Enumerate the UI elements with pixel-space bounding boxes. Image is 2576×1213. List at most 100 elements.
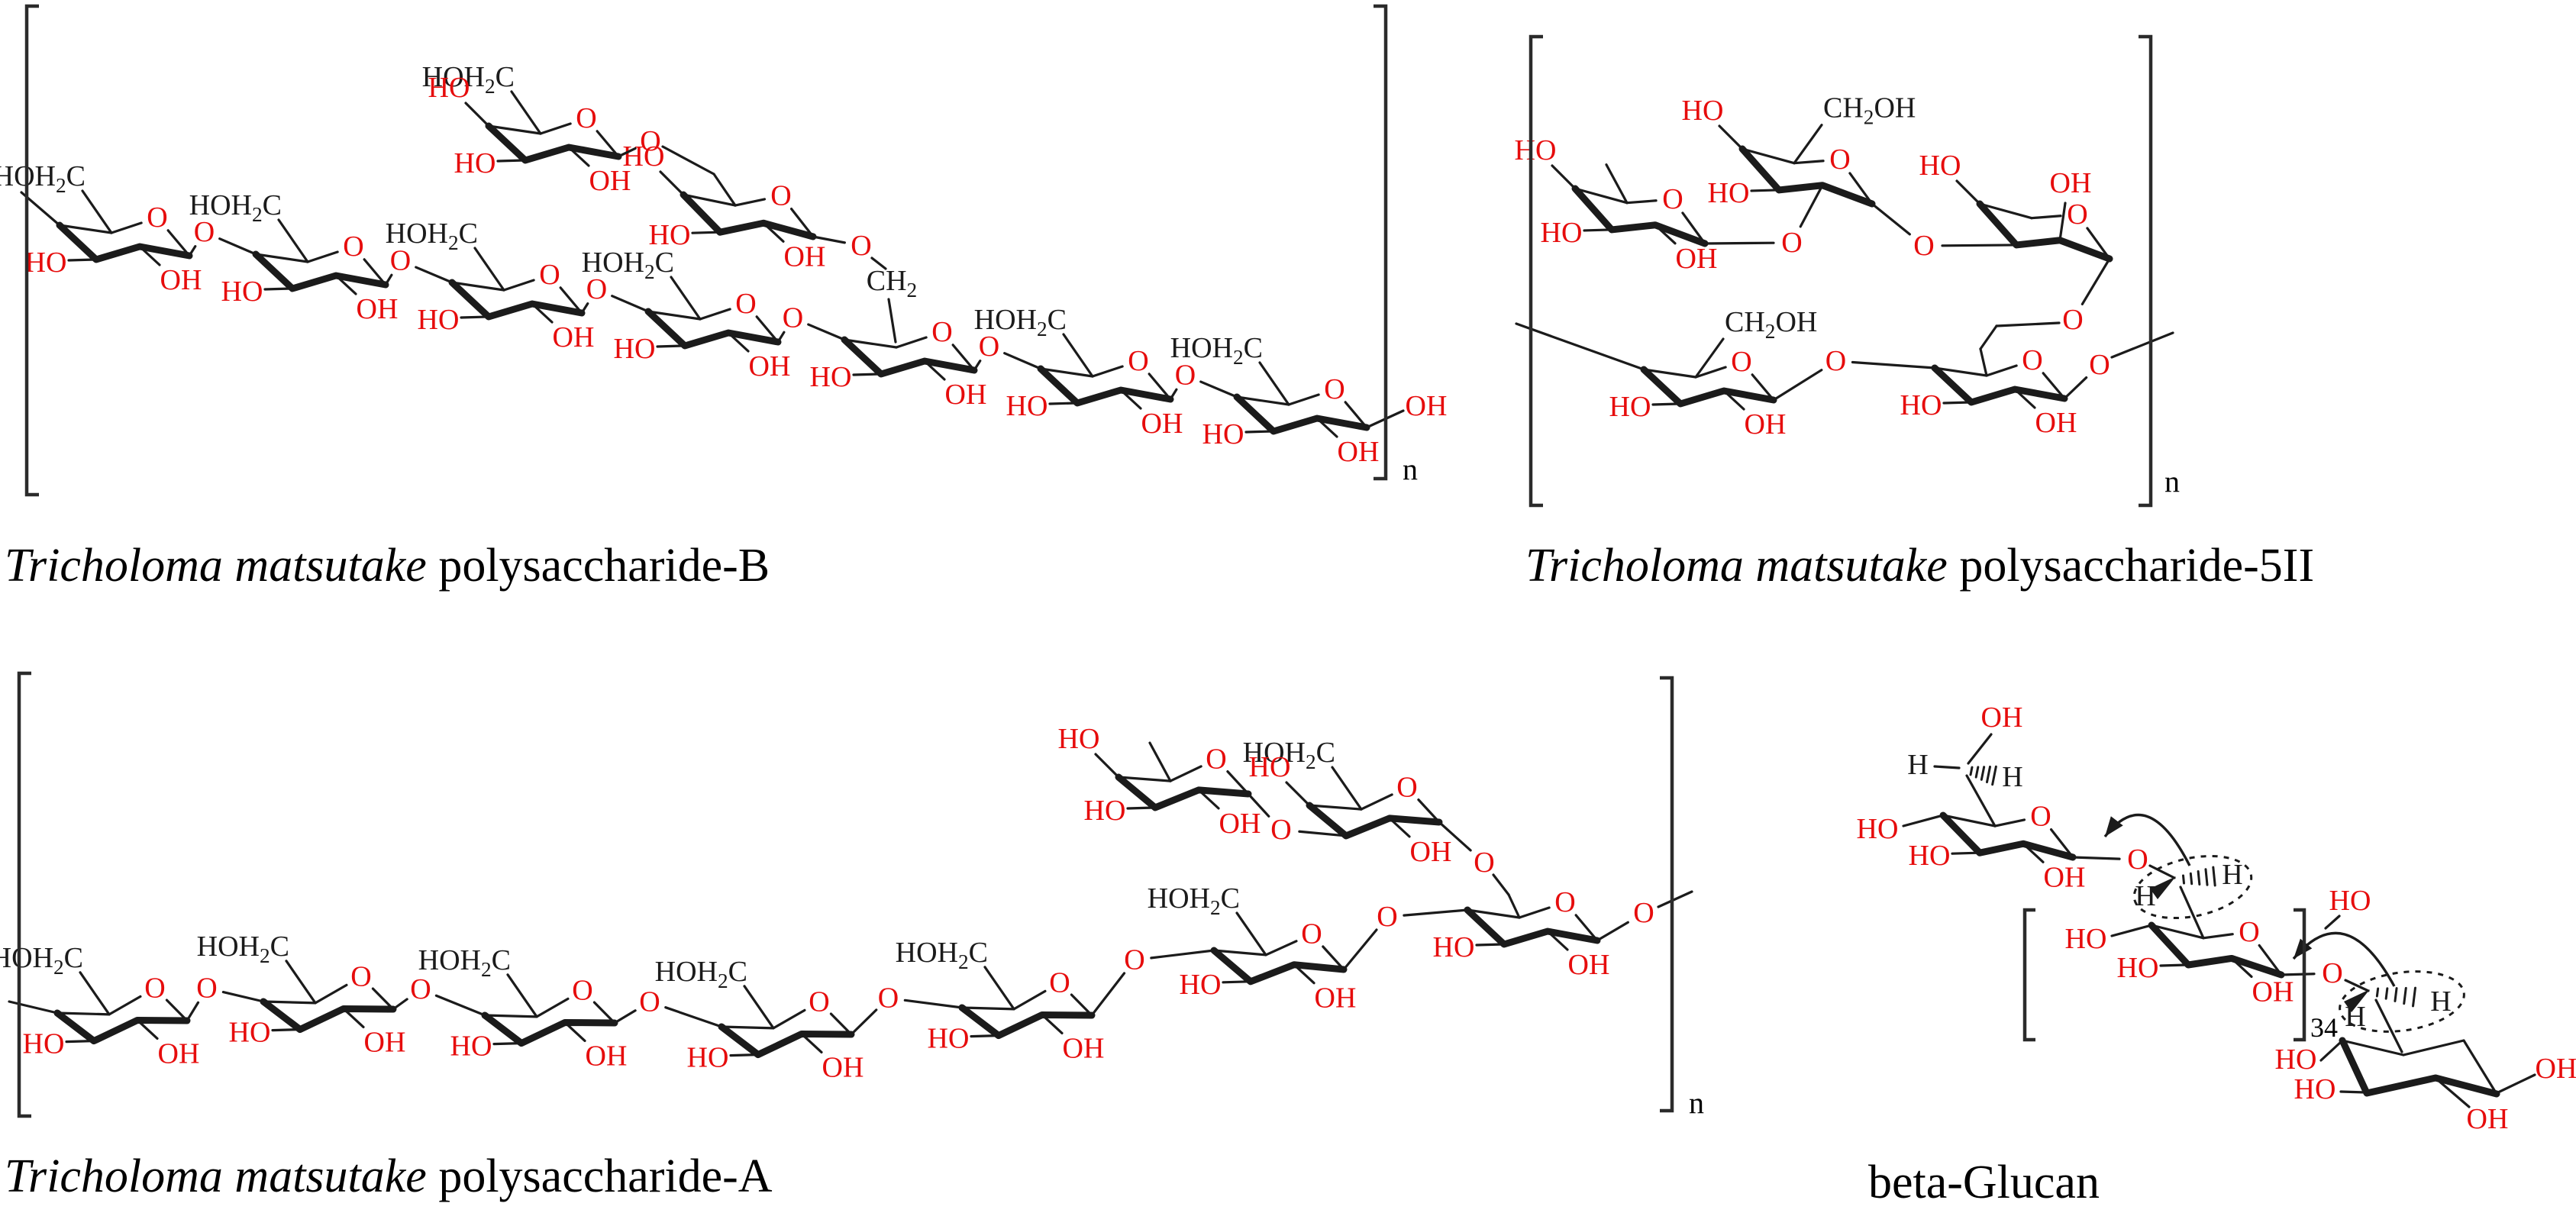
- ring-front-bond: [1115, 773, 1252, 811]
- label-suffix: polysaccharide-B: [426, 540, 770, 592]
- ring-oxygen-label: O: [350, 960, 371, 992]
- oh-bond: [1293, 963, 1315, 985]
- hydroxyl-label: OH: [158, 1037, 200, 1069]
- oh-bond: [1546, 930, 1569, 951]
- ring-back-bond: [110, 221, 143, 234]
- ring-back-bond: [262, 1000, 317, 1005]
- ring-back-bond: [1117, 776, 1172, 782]
- oh-bond: [136, 1018, 159, 1040]
- curved-arrow-head: [2105, 816, 2123, 837]
- hashed-bond: [2384, 987, 2389, 1000]
- hydroxyl-label: HO: [2275, 1044, 2317, 1076]
- hydroxymethyl-label: HOH2C: [418, 944, 511, 981]
- ring-back-bond: [1642, 368, 1697, 379]
- ring-front-bond: [958, 1004, 1096, 1040]
- hydroxyl-label: OH: [364, 1026, 406, 1058]
- ring-oxygen-label: O: [1396, 771, 1417, 803]
- hydroxymethyl-label: HOH2C: [1243, 737, 1335, 773]
- ring-back-bond: [2030, 215, 2062, 220]
- glycosidic-bond: [384, 273, 393, 286]
- oh-bond: [342, 1007, 365, 1029]
- c6-bond: [1793, 124, 1823, 165]
- hydroxyl-label: OH: [1315, 982, 1357, 1015]
- ring-front-bond: [252, 250, 389, 292]
- ring-back-bond: [843, 338, 898, 349]
- hydroxyl-label: OH: [2050, 167, 2092, 199]
- hydroxyl-label: HO: [1682, 95, 1724, 127]
- oh-bond: [923, 360, 946, 381]
- label-suffix: polysaccharide-5II: [1947, 540, 2315, 592]
- ring-back-bond: [1993, 818, 2026, 827]
- species-name-italic: Tricholoma matsutake: [5, 1150, 427, 1202]
- glycosidic-oxygen-label: O: [2062, 304, 2083, 336]
- ring-front-bond: [1037, 365, 1174, 407]
- hydroxyl-label: OH: [2035, 407, 2077, 439]
- oh-bond: [271, 1028, 300, 1032]
- ch-bond: [1933, 765, 1961, 769]
- ring-back-bond: [483, 1014, 538, 1018]
- ring-back-bond: [1235, 395, 1290, 406]
- hydroxyl-label: OH: [586, 1040, 628, 1072]
- glycosidic-oxygen-label: O: [196, 973, 217, 1005]
- ring-back-bond: [789, 208, 815, 238]
- ring-front-bond: [1210, 947, 1348, 986]
- ring-back-bond: [1978, 202, 2033, 220]
- ring-back-bond: [1518, 906, 1551, 919]
- hydroxyl-label: OH: [1410, 836, 1452, 868]
- chain-continuation-bond: [1657, 890, 1693, 908]
- ring-back-bond: [1264, 940, 1298, 957]
- glycosidic-bond: [580, 302, 589, 315]
- species-name-italic: Tricholoma matsutake: [5, 540, 427, 592]
- glycosidic-bond: [1492, 873, 1510, 896]
- c6-bond: [2179, 886, 2205, 940]
- hashed-bond: [1974, 766, 1980, 779]
- glycosidic-oxygen-label: O: [640, 125, 660, 157]
- hydroxyl-label: HO: [2117, 952, 2159, 984]
- c6-bond: [506, 973, 538, 1018]
- ring-front-bond: [1939, 811, 2077, 861]
- hydroxymethyl-label: HOH2C: [582, 247, 674, 283]
- hydroxyl-label: HO: [2065, 923, 2107, 955]
- hydroxyl-label: HO: [1084, 795, 1126, 827]
- glycosidic-bond: [850, 1008, 878, 1036]
- hydroxymethyl-label: HOH2C: [386, 218, 478, 254]
- hydroxyl-label: HO: [1202, 418, 1244, 450]
- glycosidic-bond: [1772, 369, 1823, 402]
- ring-back-bond: [734, 198, 767, 207]
- hydroxyl-label: HO: [450, 1031, 492, 1063]
- hydroxyl-label: OH: [2044, 861, 2086, 893]
- ring-front-bond: [1640, 366, 1777, 408]
- glycosidic-bond: [1995, 321, 2061, 327]
- glycosidic-bond: [661, 145, 715, 176]
- oh-bond: [138, 245, 161, 266]
- ring-oxygen-label: O: [1829, 144, 1850, 176]
- oh-bond: [563, 1021, 586, 1043]
- ring-oxygen-label: O: [1128, 345, 1148, 377]
- hydroxyl-label: HO: [1857, 813, 1899, 845]
- c6-bond: [1979, 347, 1988, 377]
- c6-bond: [1235, 911, 1267, 957]
- ring-back-bond: [559, 286, 583, 315]
- ring-back-bond: [450, 281, 505, 292]
- hashed-bond: [2212, 866, 2216, 887]
- c6-bond: [1965, 774, 1997, 827]
- ring-back-bond: [895, 336, 928, 349]
- hydroxymethyl-label: HOH2C: [189, 189, 282, 226]
- hydroxyl-label: HO: [1708, 177, 1750, 209]
- c6-bond: [712, 173, 737, 207]
- c6-bond: [81, 189, 113, 234]
- glycosidic-bond: [613, 1009, 637, 1024]
- ring-front-bond: [1464, 906, 1601, 948]
- c6-bond: [1694, 337, 1725, 379]
- hydroxyl-label: HO: [687, 1042, 729, 1074]
- hydroxyl-label: HO: [25, 247, 67, 279]
- ring-back-bond: [1091, 365, 1124, 378]
- oh-bond: [1094, 753, 1120, 779]
- ring-back-bond: [539, 122, 572, 135]
- oh-bond: [1902, 814, 1945, 827]
- glycosidic-bond: [188, 245, 197, 257]
- hydroxymethyl-label: CH2OH: [1725, 306, 1817, 343]
- hydrogen-label: H: [2222, 859, 2242, 891]
- hydroxyl-label: HO: [928, 1023, 970, 1055]
